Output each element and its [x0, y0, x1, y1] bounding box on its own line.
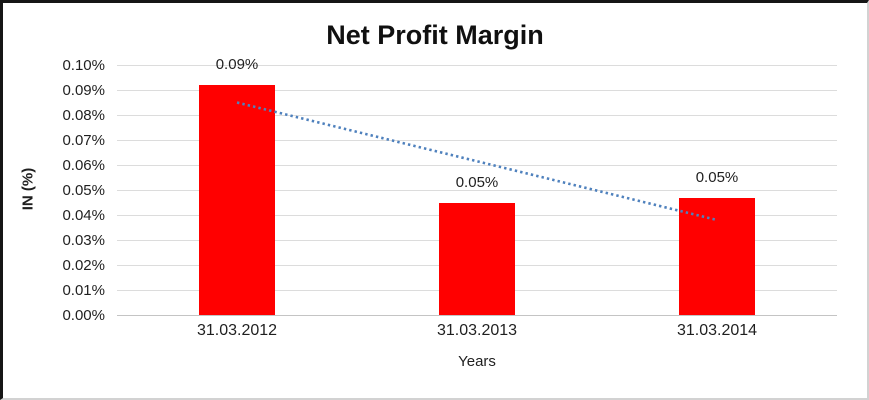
y-tick-label: 0.09% [62, 81, 105, 99]
x-tick-label: 31.03.2013 [436, 322, 518, 339]
chart-title: Net Profit Margin [326, 20, 544, 50]
bar-data-label: 0.05% [695, 168, 739, 186]
y-tick-label: 0.05% [62, 181, 105, 199]
y-tick-label: 0.08% [62, 106, 105, 124]
x-axis-line [117, 314, 837, 316]
bar [439, 202, 515, 315]
x-tick-label: 31.03.2014 [676, 322, 758, 339]
gridline [117, 89, 837, 91]
y-tick-label: 0.00% [62, 306, 105, 324]
x-tick-label: 31.03.2012 [196, 322, 278, 339]
bar [199, 85, 275, 315]
bar [679, 197, 755, 315]
y-tick-label: 0.03% [62, 231, 105, 249]
y-tick-label: 0.07% [62, 131, 105, 149]
y-tick-label: 0.10% [62, 56, 105, 74]
y-tick-label: 0.04% [62, 206, 105, 224]
bar-data-label: 0.09% [215, 56, 259, 73]
gridline [117, 64, 837, 66]
y-tick-label: 0.01% [62, 281, 105, 299]
y-tick-label: 0.02% [62, 256, 105, 274]
bar-data-label: 0.05% [455, 173, 499, 191]
plot-area: 0.00% 0.01% 0.02% 0.03% 0.04% 0.05% 0.06% 0.07%… [62, 56, 837, 339]
x-axis-title: Years [458, 353, 496, 370]
y-tick-label: 0.06% [62, 156, 105, 174]
y-axis-title: IN (%) [19, 167, 37, 211]
